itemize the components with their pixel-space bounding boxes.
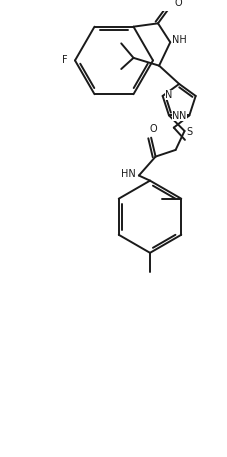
Text: S: S xyxy=(185,127,192,137)
Text: NH: NH xyxy=(171,36,186,46)
Text: HN: HN xyxy=(121,169,136,179)
Text: N: N xyxy=(165,90,172,100)
Text: O: O xyxy=(173,0,181,8)
Text: N: N xyxy=(171,112,178,122)
Text: N: N xyxy=(179,112,186,122)
Text: F: F xyxy=(62,55,67,65)
Text: O: O xyxy=(148,124,156,134)
